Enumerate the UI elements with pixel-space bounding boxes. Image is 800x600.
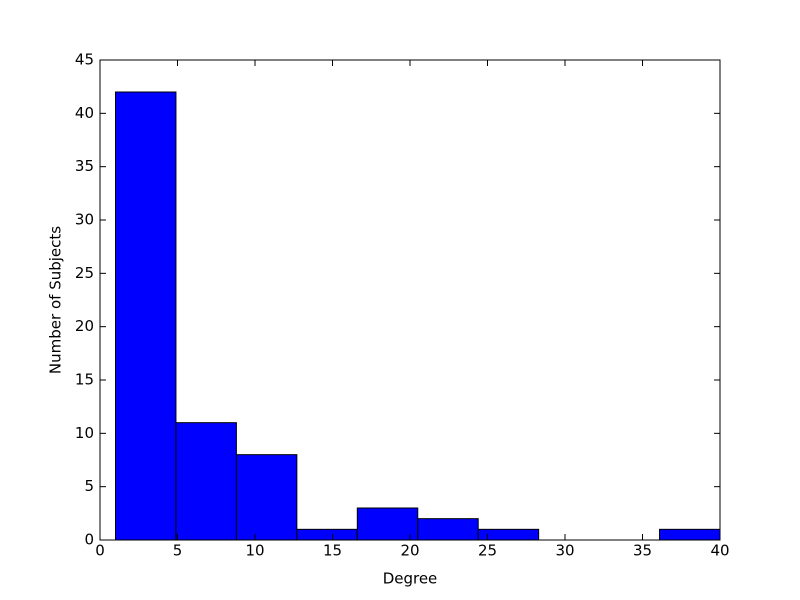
y-tick-label: 45 — [75, 51, 94, 69]
x-tick-label: 20 — [400, 542, 419, 560]
x-tick-label: 5 — [173, 542, 183, 560]
y-tick-label: 10 — [75, 424, 94, 442]
x-tick-label: 30 — [555, 542, 574, 560]
bar — [659, 528, 721, 541]
y-tick-label: 30 — [75, 211, 94, 229]
y-tick-label: 40 — [75, 104, 94, 122]
bar — [296, 528, 358, 541]
bar — [417, 518, 479, 541]
bar — [235, 454, 298, 541]
x-tick-label: 35 — [633, 542, 652, 560]
x-tick-label: 40 — [710, 542, 729, 560]
y-tick-label: 20 — [75, 317, 94, 335]
y-tick-label: 15 — [75, 371, 94, 389]
y-axis-label: Number of Subjects — [47, 226, 65, 374]
bar — [175, 422, 237, 541]
y-tick-label: 0 — [84, 531, 94, 549]
y-tick-label: 5 — [84, 477, 94, 495]
x-tick-label: 10 — [245, 542, 264, 560]
x-tick-label: 25 — [478, 542, 497, 560]
x-tick-label: 0 — [95, 542, 105, 560]
bar — [356, 507, 419, 541]
x-axis-label: Degree — [383, 570, 438, 588]
bar — [115, 91, 177, 541]
y-tick-label: 25 — [75, 264, 94, 282]
x-tick-label: 15 — [323, 542, 342, 560]
y-tick-label: 35 — [75, 157, 94, 175]
